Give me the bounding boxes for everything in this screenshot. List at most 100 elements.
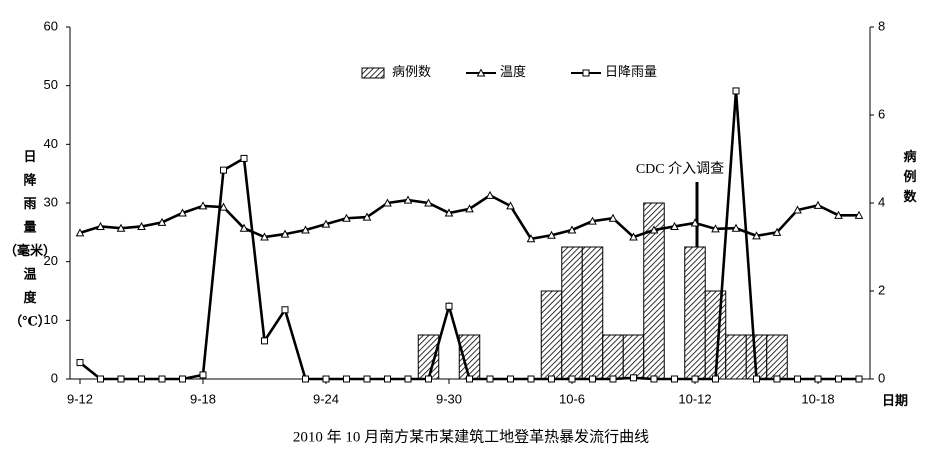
marker: [117, 375, 125, 383]
marker: [301, 225, 310, 234]
y2-axis-label: 病: [903, 149, 916, 164]
y2-tick-label: 0: [878, 370, 885, 385]
marker: [476, 68, 486, 77]
marker: [96, 221, 105, 230]
x-tick-label: 9-18: [190, 391, 216, 406]
marker: [526, 234, 536, 243]
marker: [137, 221, 146, 230]
marker: [854, 210, 864, 219]
marker: [649, 225, 659, 234]
y-tick-label: 10: [44, 312, 58, 327]
marker: [322, 375, 330, 383]
marker: [609, 375, 617, 383]
marker: [835, 375, 842, 383]
y2-tick-label: 8: [878, 18, 885, 33]
marker: [773, 375, 781, 383]
x-tick-label: 10-12: [678, 391, 711, 406]
marker: [220, 166, 227, 174]
marker: [219, 202, 228, 211]
y2-tick-label: 4: [878, 194, 885, 209]
y-axis-label: 雨: [23, 196, 36, 211]
marker: [670, 221, 679, 230]
marker: [855, 375, 863, 383]
line: [79, 193, 859, 241]
marker: [239, 223, 249, 232]
legend-swatch: [361, 67, 385, 79]
marker: [343, 375, 350, 383]
marker: [772, 227, 782, 236]
marker: [261, 337, 268, 345]
bar: [684, 246, 706, 380]
y-axis-label: 量: [23, 219, 36, 234]
y-tick-label: 20: [44, 253, 58, 268]
bar: [561, 246, 583, 380]
marker: [425, 375, 432, 383]
marker: [97, 375, 104, 383]
marker: [567, 225, 577, 234]
marker: [199, 371, 207, 379]
marker: [485, 190, 495, 199]
annotation: CDC 介入调查: [636, 161, 724, 177]
marker: [138, 375, 145, 383]
marker: [568, 375, 576, 383]
marker: [444, 208, 454, 217]
marker: [588, 216, 597, 225]
marker: [157, 217, 167, 226]
marker: [712, 375, 719, 383]
y-axis-label: 日: [23, 149, 36, 164]
marker: [650, 375, 658, 383]
marker: [280, 229, 290, 238]
y-axis-label: 度: [23, 290, 37, 305]
marker: [362, 212, 372, 221]
marker: [589, 375, 596, 383]
y2-axis-label: 例: [903, 169, 916, 184]
marker: [363, 375, 371, 383]
marker: [813, 200, 823, 209]
y-tick-label: 50: [44, 77, 58, 92]
bar: [602, 334, 624, 380]
marker: [384, 375, 391, 383]
marker: [486, 375, 494, 383]
marker: [814, 375, 822, 383]
marker: [321, 219, 331, 228]
marker: [794, 375, 801, 383]
marker: [383, 198, 392, 207]
marker: [342, 213, 351, 222]
y-axis-label: 降: [23, 172, 37, 187]
marker: [158, 375, 166, 383]
bar: [540, 290, 563, 380]
marker: [507, 375, 514, 383]
marker: [752, 231, 761, 240]
marker: [116, 223, 126, 232]
marker: [608, 213, 618, 222]
legend-label: 日降雨量: [605, 64, 657, 79]
marker: [424, 198, 433, 207]
marker: [76, 359, 84, 367]
marker: [629, 232, 638, 241]
marker: [630, 374, 637, 382]
marker: [671, 375, 678, 383]
bar: [725, 334, 747, 380]
y2-axis-label: 数: [903, 189, 917, 204]
bar: [622, 334, 645, 380]
y-tick-label: 40: [44, 136, 58, 151]
x-tick-label: 10-6: [559, 391, 585, 406]
legend-label: 温度: [500, 64, 526, 79]
marker: [548, 375, 555, 383]
y-axis-label: 温: [23, 266, 36, 281]
y2-tick-label: 2: [878, 282, 885, 297]
y-axis-label: （℃）: [9, 313, 51, 328]
marker: [753, 375, 760, 383]
bar: [766, 334, 788, 380]
marker: [691, 375, 699, 383]
marker: [465, 204, 474, 213]
marker: [834, 210, 843, 219]
marker: [731, 223, 741, 232]
marker: [506, 201, 515, 210]
y-tick-label: 0: [51, 370, 58, 385]
y-tick-label: 30: [44, 194, 58, 209]
marker: [260, 232, 269, 241]
x-axis-label: 日期: [882, 393, 908, 408]
y-tick-label: 60: [44, 18, 58, 33]
